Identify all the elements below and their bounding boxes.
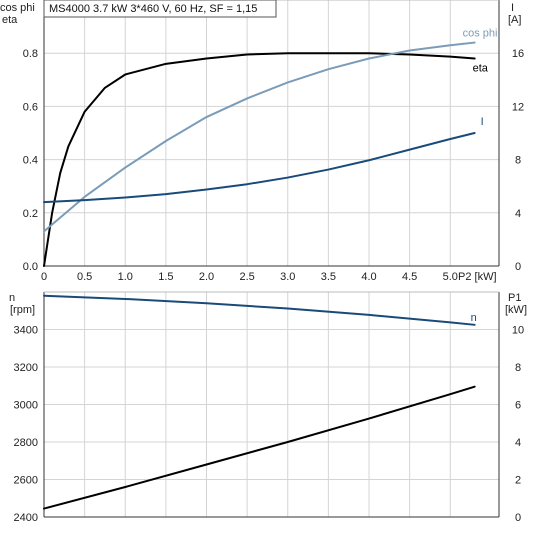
right-y-tick-label: 4 [515, 208, 521, 220]
right-y-tick-label: 4 [515, 437, 521, 449]
right-y-tick-label: 8 [515, 155, 521, 167]
right-y-tick-label: 0 [515, 512, 521, 524]
right-axis-title-line1-top: I [511, 2, 514, 14]
right-y-tick-label: 10 [512, 325, 524, 337]
right-y-tick-label: 6 [515, 400, 521, 412]
series-label-n: n [471, 312, 477, 324]
right-y-tick-label: 8 [515, 362, 521, 374]
right-axis-title-line2-bottom: [kW] [505, 304, 527, 316]
x-tick-label: 2.0 [199, 271, 214, 283]
x-tick-label: 1.5 [158, 271, 173, 283]
right-y-tick-label: 0 [515, 261, 521, 273]
right-y-tick-label: 16 [512, 48, 524, 60]
left-y-tick-label: 0.2 [23, 208, 38, 220]
left-y-tick-label: 2800 [14, 437, 38, 449]
left-y-tick-label: 3200 [14, 362, 38, 374]
left-axis-title-line1-top: cos phi [0, 2, 35, 14]
x-tick-label: 0 [41, 271, 47, 283]
series-label-eta: eta [473, 63, 489, 75]
left-axis-title-line2-bottom: [rpm] [10, 304, 35, 316]
motor-info-frame [43, 0, 277, 18]
series-label-I: I [481, 116, 484, 128]
cos-phi-curve [43, 41, 476, 233]
x-tick-label: 1.0 [118, 271, 133, 283]
x-tick-label: 4.5 [402, 271, 417, 283]
series-labels: cos phi eta In [463, 28, 498, 324]
left-y-tick-label: 3000 [14, 400, 38, 412]
x-tick-label: 3.5 [321, 271, 336, 283]
x-tick-label: 2.5 [239, 271, 254, 283]
eta-curve [43, 52, 476, 267]
p1-curve [43, 385, 476, 510]
x-axis-title: P2 [kW] [458, 271, 497, 283]
series-lines [43, 41, 476, 510]
left-y-tick-label: 3400 [14, 325, 38, 337]
axis-titles: cos phi eta I [A] P2 [kW] n [rpm] P1 [kW… [0, 2, 527, 316]
x-tick-label: 5.0 [443, 271, 458, 283]
left-y-tick-label: 0.8 [23, 48, 38, 60]
left-y-tick-label: 0.0 [23, 261, 38, 273]
right-y-tick-label: 12 [512, 101, 524, 113]
x-tick-label: 4.0 [361, 271, 376, 283]
right-axis-title-line2-top: [A] [508, 14, 521, 26]
x-tick-label: 3.0 [280, 271, 295, 283]
right-y-tick-label: 2 [515, 475, 521, 487]
left-axis-title-line1-bottom: n [9, 292, 15, 304]
chart-frames [43, 0, 500, 518]
bottom-chart-grid [43, 292, 499, 518]
right-axis-title-line1-bottom: P1 [508, 292, 521, 304]
motor-info-text: MS4000 3.7 kW 3*460 V, 60 Hz, SF = 1,15 [49, 3, 257, 15]
tick-labels: 0.00.20.40.60.80481216240026002800300032… [14, 48, 525, 524]
n-curve [43, 294, 476, 326]
left-axis-title-line2-top: eta [2, 14, 18, 26]
top-chart-grid [43, 0, 499, 267]
x-tick-label: 0.5 [77, 271, 92, 283]
series-label-cos-phi: cos phi [463, 28, 498, 40]
motor-info-box: MS4000 3.7 kW 3*460 V, 60 Hz, SF = 1,15 [43, 0, 277, 18]
I-curve [43, 132, 476, 204]
left-y-tick-label: 0.4 [23, 155, 38, 167]
left-y-tick-label: 2600 [14, 475, 38, 487]
left-y-tick-label: 2400 [14, 512, 38, 524]
left-y-tick-label: 0.6 [23, 101, 38, 113]
